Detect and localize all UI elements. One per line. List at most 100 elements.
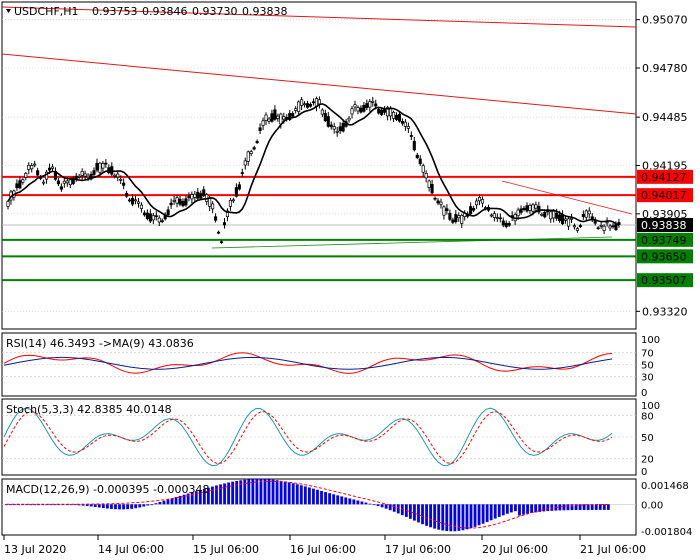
macd-hist-bar	[372, 504, 376, 506]
macd-hist-bar	[53, 504, 57, 506]
candle-body	[602, 225, 606, 231]
moving-average-line	[7, 103, 620, 226]
macd-hist-bar	[586, 504, 590, 510]
candle-body	[421, 165, 425, 173]
macd-hist-bar	[518, 504, 521, 516]
candle-body	[18, 180, 22, 189]
ohlc-high: 0.93846	[142, 5, 188, 18]
candle-body	[151, 215, 155, 221]
candle-body	[605, 221, 609, 224]
candle-body	[68, 179, 72, 186]
macd-hist-bar	[316, 489, 319, 505]
candle-body	[217, 231, 221, 234]
candle-body	[323, 113, 327, 122]
macd-hist-bar	[582, 504, 586, 510]
candle-body	[332, 126, 336, 130]
candle-body	[418, 158, 422, 165]
candle-body	[190, 194, 194, 200]
macd-hist-bar	[122, 504, 125, 510]
macd-hist-bar	[505, 504, 509, 514]
stoch-label: Stoch(5,3,3) 42.8385 40.0148	[6, 403, 172, 416]
macd-hist-bar	[146, 504, 150, 506]
macd-hist-bar	[126, 504, 129, 510]
macd-hist-bar	[522, 504, 525, 515]
macd-hist-bar	[81, 504, 85, 506]
macd-hist-bar	[178, 495, 182, 505]
price-tick-label: 0.94195	[642, 160, 688, 173]
macd-hist-bar	[275, 480, 279, 505]
macd-hist-bar	[570, 504, 574, 511]
candle-body	[267, 118, 271, 122]
candle-body	[249, 151, 253, 155]
ohlc-close: 0.93838	[242, 5, 288, 18]
macd-hist-bar	[437, 504, 441, 530]
macd-hist-bar	[453, 504, 457, 532]
macd-hist-bar	[186, 493, 190, 505]
candle-body	[531, 204, 535, 212]
candle-body	[219, 241, 224, 243]
macd-hist-bar	[530, 504, 533, 513]
candle-body	[196, 191, 200, 199]
candle-body	[406, 126, 410, 129]
macd-hist-bar	[29, 504, 33, 506]
candle-body	[584, 210, 588, 218]
stoch-tick-label: 50	[641, 433, 654, 444]
macd-hist-bar	[166, 499, 170, 505]
macd-hist-bar	[207, 487, 210, 505]
macd-hist-bar	[380, 504, 384, 508]
macd-hist-bar	[497, 504, 501, 517]
macd-hist-bar	[421, 504, 424, 525]
candle-body	[282, 116, 286, 120]
candle-body	[430, 183, 434, 194]
stoch-tick-label: 100	[641, 401, 660, 412]
macd-hist-bar	[33, 504, 37, 506]
support-level-label-box	[637, 249, 693, 264]
macd-hist-bar	[85, 504, 89, 507]
macd-hist-bar	[413, 504, 416, 521]
candle-body	[566, 218, 571, 227]
price-moving-average	[7, 103, 620, 226]
candle-body	[377, 109, 381, 114]
candle-body	[157, 217, 161, 223]
candle-body	[436, 200, 440, 204]
candle-body	[412, 140, 416, 151]
support-level-label-box	[637, 232, 693, 247]
macd-hist-bar	[546, 504, 550, 512]
macd-hist-bar	[425, 504, 428, 526]
candle-body	[273, 109, 277, 120]
candle-body	[549, 211, 553, 220]
candle-body	[341, 122, 345, 132]
candle-body	[222, 222, 227, 226]
macd-tick-label: 0.001468	[641, 481, 689, 492]
candle-body	[139, 204, 144, 209]
rsi-label: RSI(14) 46.3493 ->MA(9) 43.0836	[6, 337, 194, 350]
macd-hist-bar	[477, 504, 481, 526]
candle-body	[495, 217, 499, 219]
time-axis-label: 15 Jul 06:00	[193, 543, 259, 556]
macd-hist-bar	[602, 504, 606, 510]
candle-body	[104, 162, 108, 165]
upper-channel-line	[1, 6, 637, 28]
macd-hist-bar	[69, 504, 73, 506]
candle-body	[234, 187, 238, 197]
candle-body	[480, 199, 485, 204]
macd-hist-bar	[340, 496, 344, 505]
candle-body	[27, 165, 31, 170]
macd-hist-bar	[154, 503, 158, 505]
macd-hist-bar	[174, 497, 178, 505]
candle-body	[383, 109, 387, 113]
candle-body	[252, 147, 256, 150]
macd-hist-bar	[194, 491, 198, 505]
time-axis-label: 16 Jul 06:00	[290, 543, 356, 556]
price-trend-lines	[1, 6, 637, 282]
candle-body	[279, 113, 283, 125]
macd-hist-bar	[227, 482, 230, 505]
candle-body	[30, 165, 34, 170]
macd-hist-bar	[384, 504, 388, 509]
price-tick-label: 0.94780	[642, 62, 688, 75]
candle-body	[80, 171, 84, 176]
candle-body	[400, 121, 404, 124]
candle-body	[543, 211, 547, 218]
time-axis-label: 14 Jul 06:00	[98, 543, 164, 556]
